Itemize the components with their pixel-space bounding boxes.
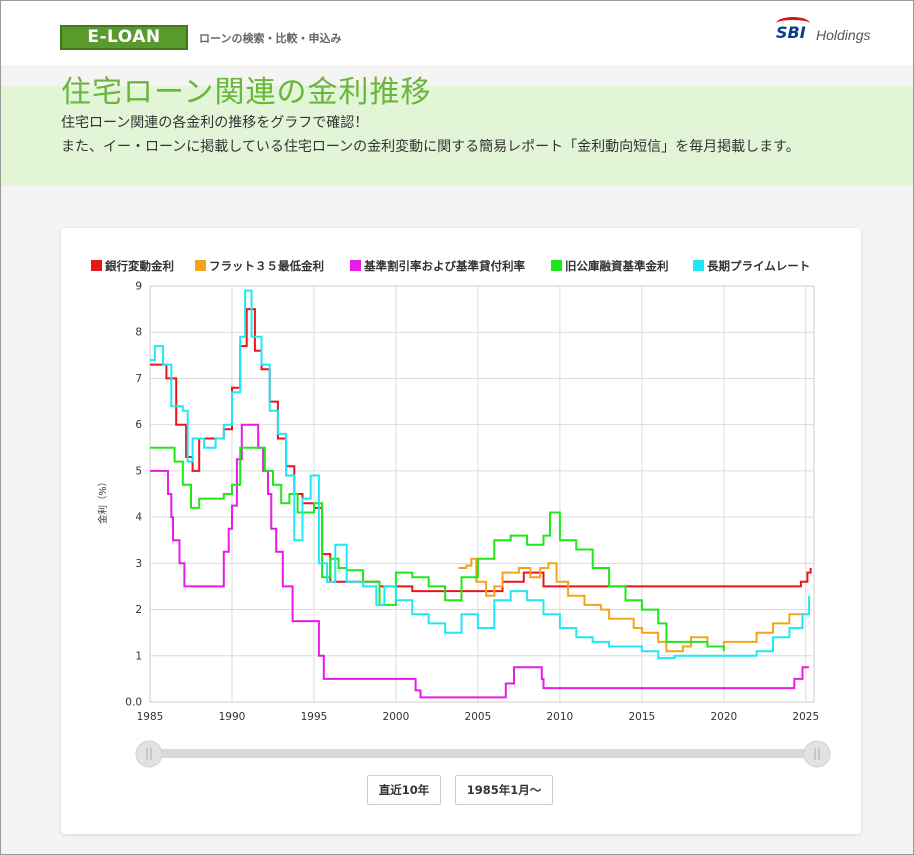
- slider-handle-knob: [135, 740, 163, 768]
- legend-swatch: [350, 260, 361, 271]
- page-description-line1: 住宅ローン関連の各金利の推移をグラフで確認！: [61, 115, 369, 131]
- legend-swatch: [693, 260, 704, 271]
- x-tick-label: 1995: [301, 711, 328, 723]
- logo-text: E-LOAN: [87, 27, 161, 47]
- x-tick-label: 1985: [137, 711, 164, 723]
- x-tick-label: 1990: [219, 711, 246, 723]
- y-tick-label: 2: [135, 604, 142, 616]
- y-tick-label: 3: [135, 558, 142, 570]
- recent-10-years-button[interactable]: 直近10年: [367, 775, 441, 805]
- legend-item-3[interactable]: 基準割引率および基準貸付利率: [350, 259, 525, 273]
- series-line-5: [150, 289, 811, 660]
- y-tick-label: 5: [135, 465, 142, 477]
- series-line-3: [150, 423, 810, 699]
- legend-swatch: [551, 260, 562, 271]
- y-tick-label: 7: [135, 373, 142, 385]
- chart-series: [150, 289, 812, 699]
- legend-label: 長期プライムレート: [707, 259, 810, 273]
- chart-grid: [149, 285, 814, 703]
- legend-label: 旧公庫融資基準金利: [565, 259, 669, 273]
- slider-handle-knob: [803, 740, 831, 768]
- y-axis-label: 金利（%）: [97, 477, 109, 524]
- legend-item-2[interactable]: フラット３５最低金利: [195, 259, 324, 273]
- page-title: 住宅ローン関連の金利推移: [61, 75, 432, 110]
- y-tick-label: 6: [135, 419, 142, 431]
- slider-handle-start[interactable]: [135, 740, 163, 768]
- from-1985-button[interactable]: 1985年1月〜: [455, 775, 553, 805]
- slider-handle-end[interactable]: [803, 740, 831, 768]
- legend-item-5[interactable]: 長期プライムレート: [693, 259, 810, 273]
- sbi-mark: SBI: [776, 23, 806, 42]
- legend-item-1[interactable]: 銀行変動金利: [91, 259, 174, 273]
- x-tick-label: 2015: [628, 711, 655, 723]
- chart-legend[interactable]: 銀行変動金利 フラット３５最低金利 基準割引率および基準貸付利率 旧公庫融資基準金利 長…: [91, 259, 810, 273]
- page-description-line2: また、イー・ローンに掲載している住宅ローンの金利変動に関する簡易レポート「金利動…: [61, 139, 800, 155]
- x-tick-label: 2010: [547, 711, 574, 723]
- series-line-1: [150, 308, 812, 593]
- y-tick-label: 4: [135, 512, 142, 524]
- y-tick-label: 0.0: [125, 697, 142, 709]
- legend-label: 銀行変動金利: [105, 259, 174, 273]
- legend-swatch: [195, 260, 206, 271]
- legend-swatch: [91, 260, 102, 271]
- slider-track: [149, 749, 817, 758]
- legend-label: 基準割引率および基準貸付利率: [363, 259, 525, 273]
- sbi-holdings-logo[interactable]: SBI Holdings: [774, 17, 884, 47]
- x-tick-label: 2005: [465, 711, 492, 723]
- chart-card: 0.0 1 2 3 4 5 6 7 8 9 1985 1990 1995 2000 2005 2010 2015…: [61, 228, 861, 834]
- sbi-swoosh-icon: [776, 17, 810, 30]
- sbi-holdings-text: Holdings: [816, 27, 871, 43]
- legend-item-4[interactable]: 旧公庫融資基準金利: [551, 259, 669, 273]
- series-line-4: [150, 446, 725, 652]
- x-tick-label: 2025: [792, 711, 819, 723]
- x-tick-label: 2000: [383, 711, 410, 723]
- plot-border: [149, 285, 815, 703]
- site-tagline: ローンの検索・比較・申込み: [199, 32, 342, 45]
- y-tick-label: 1: [135, 650, 142, 662]
- x-tick-label: 2020: [710, 711, 737, 723]
- range-slider[interactable]: [135, 740, 831, 768]
- chart-axes: 0.0 1 2 3 4 5 6 7 8 9 1985 1990 1995 2000 2005 2010 2015…: [125, 281, 819, 724]
- site-header: E-LOAN ローンの検索・比較・申込み SBI Holdings: [1, 1, 913, 65]
- eloan-logo[interactable]: E-LOAN: [60, 25, 188, 50]
- series-line-2: [458, 557, 806, 653]
- hero-band: [1, 86, 913, 186]
- y-tick-label: 9: [135, 281, 142, 293]
- y-tick-label: 8: [135, 327, 142, 339]
- legend-label: フラット３５最低金利: [209, 259, 324, 273]
- rate-history-chart: 0.0 1 2 3 4 5 6 7 8 9 1985 1990 1995 2000 2005 2010 2015…: [91, 259, 831, 768]
